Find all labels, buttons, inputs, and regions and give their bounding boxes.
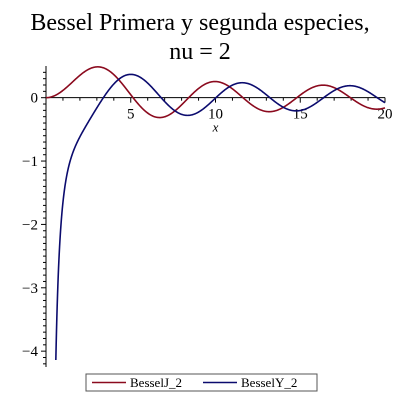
- chart-title-line-1: Bessel Primera y segunda especies,: [30, 10, 370, 36]
- y-tick-label: −3: [22, 281, 38, 297]
- x-tick-label: 5: [127, 107, 135, 123]
- x-tick-label: 10: [208, 107, 223, 123]
- chart-title-line-2: nu = 2: [169, 39, 231, 65]
- x-tick-label: 20: [378, 107, 393, 123]
- y-tick-label: −1: [22, 154, 38, 170]
- legend-label-bessel-y: BesselY_2: [241, 375, 297, 390]
- x-axis-label: x: [212, 120, 219, 135]
- series-group: [46, 66, 386, 361]
- y-tick-label: −4: [22, 344, 38, 360]
- legend: BesselJ_2 BesselY_2: [85, 373, 318, 392]
- legend-box: [85, 373, 318, 392]
- axes: 5 10 15 200−1−2−3−4x: [22, 66, 393, 367]
- series-line-bessel-j: [46, 66, 386, 119]
- y-tick-label: 0: [31, 91, 39, 107]
- series-line-bessel-y: [55, 73, 386, 361]
- legend-label-bessel-j: BesselJ_2: [130, 375, 182, 390]
- y-tick-label: −2: [22, 217, 38, 233]
